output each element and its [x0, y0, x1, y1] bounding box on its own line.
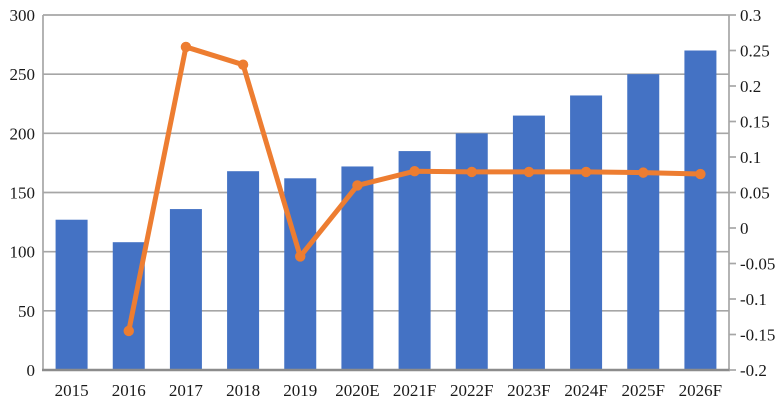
left-axis-label-150: 150 — [10, 184, 36, 203]
x-axis-label-2025F: 2025F — [622, 381, 665, 400]
bar-2023F — [512, 115, 545, 370]
line-point-2025F — [638, 167, 649, 178]
bar-2018 — [227, 171, 260, 370]
x-axis-label-2023F: 2023F — [507, 381, 550, 400]
right-axis-label-0.05: 0.05 — [740, 184, 770, 203]
left-axis-label-50: 50 — [18, 302, 35, 321]
bar-2019 — [284, 178, 317, 370]
right-axis-label-0.25: 0.25 — [740, 42, 770, 61]
x-axis-label-2019: 2019 — [283, 381, 317, 400]
x-axis-label-2024F: 2024F — [564, 381, 607, 400]
right-axis-label-0.3: 0.3 — [740, 6, 761, 25]
line-point-2026F — [695, 168, 706, 180]
line-point-2020E — [352, 180, 363, 191]
line-point-2023F — [523, 166, 535, 178]
right-axis-label-0.15: 0.15 — [740, 113, 770, 132]
left-axis-label-100: 100 — [10, 243, 36, 262]
bar-2016 — [112, 242, 145, 370]
left-axis-label-0: 0 — [27, 361, 36, 380]
x-axis-label-2016: 2016 — [112, 381, 146, 400]
right-axis-label--0.2: -0.2 — [740, 361, 767, 380]
line-point-2016 — [123, 325, 134, 337]
left-axis-label-300: 300 — [10, 6, 36, 25]
left-axis-label-200: 200 — [10, 124, 36, 143]
line-point-2017 — [180, 41, 192, 53]
bar-2026F — [684, 50, 717, 370]
right-axis-label--0.1: -0.1 — [740, 290, 767, 309]
left-axis-label-250: 250 — [10, 65, 36, 84]
right-axis-label-0.1: 0.1 — [740, 148, 761, 167]
right-axis-label-0.2: 0.2 — [740, 77, 761, 96]
line-point-2021F — [409, 166, 420, 177]
line-point-2018 — [237, 59, 249, 70]
bar-2015 — [55, 219, 88, 370]
right-axis-label--0.05: -0.05 — [740, 255, 775, 274]
x-axis-label-2018: 2018 — [226, 381, 260, 400]
line-point-2019 — [295, 251, 306, 262]
x-axis-label-2021F: 2021F — [393, 381, 436, 400]
bar-2024F — [570, 95, 603, 370]
bar-2025F — [627, 74, 660, 371]
x-axis-label-2017: 2017 — [169, 381, 204, 400]
x-axis-label-2026F: 2026F — [679, 381, 722, 400]
right-axis-label--0.15: -0.15 — [740, 326, 775, 345]
bar-2017 — [169, 209, 202, 370]
x-axis-label-2015: 2015 — [55, 381, 89, 400]
bar-2021F — [398, 151, 431, 370]
x-axis-label-2020E: 2020E — [335, 381, 379, 400]
right-axis-label-0: 0 — [740, 219, 749, 238]
x-axis-label-2022F: 2022F — [450, 381, 493, 400]
line-point-2022F — [466, 166, 477, 178]
line-point-2024F — [580, 166, 592, 178]
